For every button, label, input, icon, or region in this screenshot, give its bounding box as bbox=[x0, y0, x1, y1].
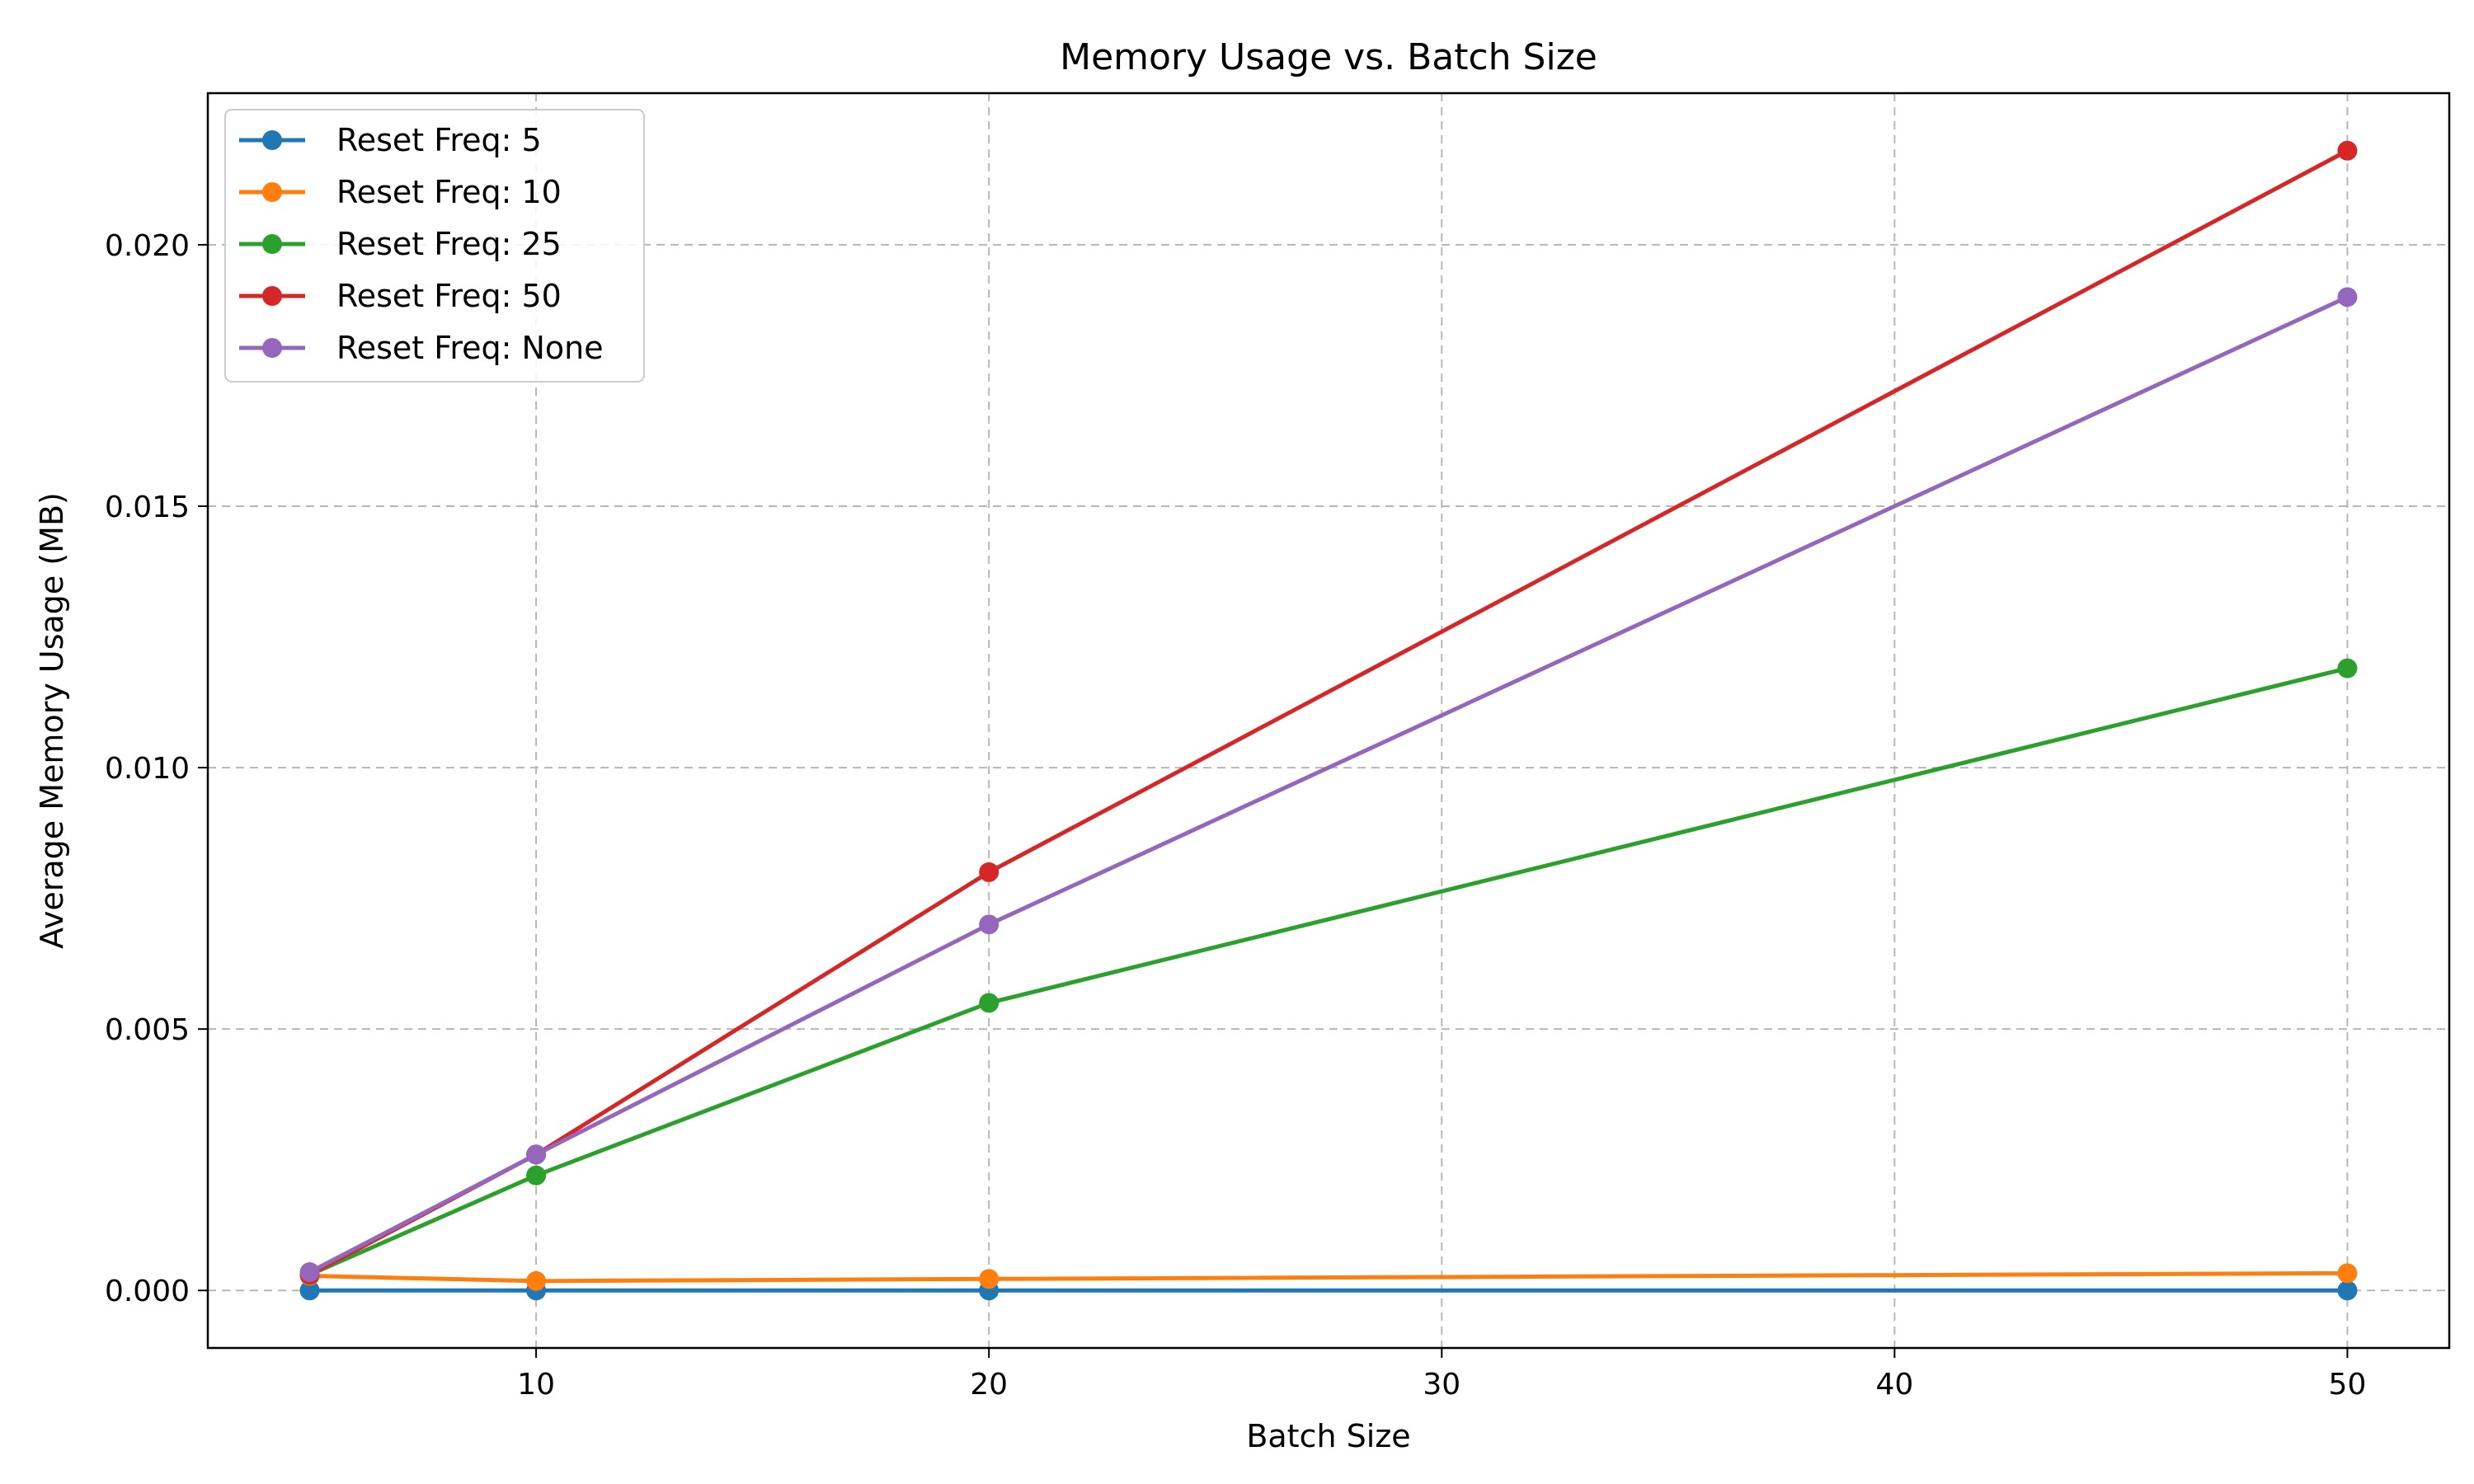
data-point bbox=[2337, 1280, 2358, 1301]
legend: Reset Freq: 5 Reset Freq: 10 Reset Freq: 2… bbox=[224, 109, 645, 383]
legend-label: Reset Freq: 50 bbox=[336, 278, 562, 314]
series-line bbox=[308, 666, 2349, 1277]
y-tick-label: 0.000 bbox=[105, 1275, 190, 1308]
x-axis-label: Batch Size bbox=[1246, 1418, 1410, 1454]
legend-marker bbox=[262, 234, 282, 254]
y-axis-label: Average Memory Usage (MB) bbox=[34, 492, 70, 949]
legend-item: Reset Freq: 25 bbox=[239, 226, 562, 262]
data-point bbox=[979, 914, 999, 935]
legend-marker bbox=[262, 130, 282, 150]
data-point bbox=[2337, 287, 2358, 308]
data-point bbox=[2337, 1263, 2358, 1284]
x-tick-label: 40 bbox=[1875, 1368, 1913, 1402]
legend-label: Reset Freq: None bbox=[336, 330, 604, 366]
data-point bbox=[299, 1262, 320, 1283]
series-3 bbox=[299, 658, 2358, 1285]
legend-item: Reset Freq: None bbox=[239, 330, 604, 366]
x-tick-label: 30 bbox=[1423, 1368, 1460, 1402]
data-point bbox=[2337, 658, 2358, 679]
legend-item: Reset Freq: 5 bbox=[239, 122, 542, 158]
x-tick-label: 50 bbox=[2329, 1368, 2367, 1402]
legend-label: Reset Freq: 10 bbox=[336, 174, 562, 210]
x-tick-label: 20 bbox=[970, 1368, 1008, 1402]
data-point bbox=[526, 1270, 547, 1291]
data-point bbox=[526, 1165, 547, 1186]
legend-item: Reset Freq: 10 bbox=[239, 174, 562, 210]
legend-marker bbox=[262, 286, 282, 306]
data-point bbox=[299, 1280, 320, 1301]
legend-item: Reset Freq: 50 bbox=[239, 278, 562, 314]
data-point bbox=[2337, 140, 2358, 161]
series-2 bbox=[299, 1263, 2358, 1291]
series-1 bbox=[299, 1280, 2358, 1301]
x-tick-label: 10 bbox=[517, 1368, 555, 1402]
legend-label: Reset Freq: 5 bbox=[336, 122, 542, 158]
y-tick-label: 0.010 bbox=[105, 752, 190, 786]
data-point bbox=[979, 1269, 999, 1289]
data-point bbox=[979, 862, 999, 882]
series-line bbox=[308, 294, 2349, 1275]
legend-marker bbox=[262, 182, 282, 202]
series-layer bbox=[299, 140, 2358, 1301]
legend-marker bbox=[262, 338, 282, 358]
series-line bbox=[308, 1270, 2349, 1284]
legend-label: Reset Freq: 25 bbox=[336, 226, 562, 262]
tick-layer: 10 20 30 40 50 0.000 0.005 0.010 0.015 0.020 bbox=[105, 229, 2366, 1402]
y-tick-label: 0.005 bbox=[105, 1013, 190, 1047]
legend-box bbox=[224, 109, 645, 383]
plot-frame bbox=[206, 92, 2451, 1350]
data-point bbox=[526, 1144, 547, 1165]
y-tick-label: 0.020 bbox=[105, 229, 190, 263]
data-point bbox=[979, 993, 999, 1013]
series-5 bbox=[299, 287, 2358, 1283]
chart-title: Memory Usage vs. Batch Size bbox=[1060, 36, 1597, 78]
y-tick-label: 0.015 bbox=[105, 491, 190, 524]
